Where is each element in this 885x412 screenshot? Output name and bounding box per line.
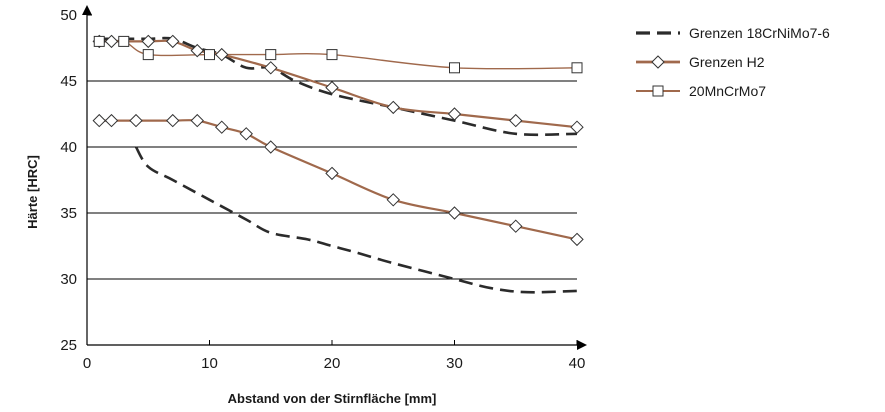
legend-item-0: Grenzen 18CrNiMo7-6 <box>636 25 830 41</box>
y-tick-label-0: 25 <box>60 337 77 354</box>
legend-label-0: Grenzen 18CrNiMo7-6 <box>689 25 830 41</box>
series-2-point-0-6 <box>449 62 460 74</box>
series-2-point-0-0 <box>93 35 105 47</box>
series-1-point-1-9 <box>386 193 400 207</box>
series-1 <box>99 39 578 241</box>
x-tick-label-2: 20 <box>324 355 341 372</box>
series-1-point-0-11 <box>570 120 584 134</box>
series-1-point-0-2 <box>141 34 155 49</box>
series-1-point-1-5 <box>215 120 229 134</box>
series-1-point-1-4 <box>190 113 204 128</box>
legend-label-1: Grenzen H2 <box>689 54 765 70</box>
series-2-point-0-1 <box>118 35 130 47</box>
x-tick-label-0: 0 <box>83 355 91 372</box>
series-2-point-0-5 <box>326 49 338 61</box>
legend: Grenzen 18CrNiMo7-6 Grenzen H2 20MnCrMo7 <box>636 25 830 99</box>
legend-item-2: 20MnCrMo7 <box>636 83 766 99</box>
series-1-markers <box>92 34 584 247</box>
series-1-point-0-5 <box>215 47 229 62</box>
y-axis-title: Härte [HRC] <box>25 155 40 229</box>
series-2-point-0-2 <box>142 49 154 61</box>
y-tick-label-1: 30 <box>60 271 77 288</box>
plot-area <box>92 34 584 294</box>
series-1-point-1-10 <box>447 206 462 220</box>
legend-label-2: 20MnCrMo7 <box>689 83 766 99</box>
x-axis-arrow <box>577 340 587 350</box>
x-tick-label-4: 40 <box>569 355 586 372</box>
series-1-point-0-6 <box>264 61 278 75</box>
series-1-line-0 <box>99 39 578 129</box>
series-1-point-1-8 <box>325 166 339 181</box>
series-1-point-0-4 <box>190 43 204 58</box>
legend-item-1: Grenzen H2 <box>636 54 765 70</box>
x-tick-label-1: 10 <box>201 355 218 372</box>
tick-labels: 0 10 20 30 40 25 30 35 40 45 50 <box>60 7 585 372</box>
y-tick-label-2: 35 <box>60 205 77 222</box>
series-1-point-1-6 <box>239 127 253 141</box>
y-tick-label-3: 40 <box>60 139 77 156</box>
y-tick-label-5: 50 <box>60 7 77 24</box>
legend-marker-1 <box>651 55 665 69</box>
y-axis-arrow <box>82 5 92 15</box>
legend-marker-2 <box>652 85 664 97</box>
series-1-point-1-0 <box>92 113 106 128</box>
series-1-point-0-9 <box>447 107 462 121</box>
x-axis-title: Abstand von der Stirnfläche [mm] <box>228 391 437 406</box>
series-2-point-0-7 <box>571 62 583 74</box>
series-0-line-1 <box>134 146 578 294</box>
series-1-point-0-1 <box>104 34 119 49</box>
series-1-point-0-10 <box>509 113 523 128</box>
x-tick-label-3: 30 <box>446 355 463 372</box>
series-1-point-0-8 <box>386 100 400 115</box>
series-0 <box>99 36 578 294</box>
series-1-point-1-3 <box>166 113 180 128</box>
series-1-point-1-1 <box>104 113 119 128</box>
series-2-markers <box>93 35 583 74</box>
series-1-point-1-7 <box>264 140 278 154</box>
series-1-point-0-3 <box>166 34 180 49</box>
series-1-point-1-2 <box>129 113 143 128</box>
series-1-point-1-12 <box>570 232 584 247</box>
y-tick-label-4: 45 <box>60 73 77 90</box>
series-2-point-0-3 <box>204 49 215 61</box>
series-1-point-1-11 <box>509 219 523 233</box>
series-2-point-0-4 <box>265 49 277 61</box>
series-1-point-0-7 <box>325 80 339 95</box>
